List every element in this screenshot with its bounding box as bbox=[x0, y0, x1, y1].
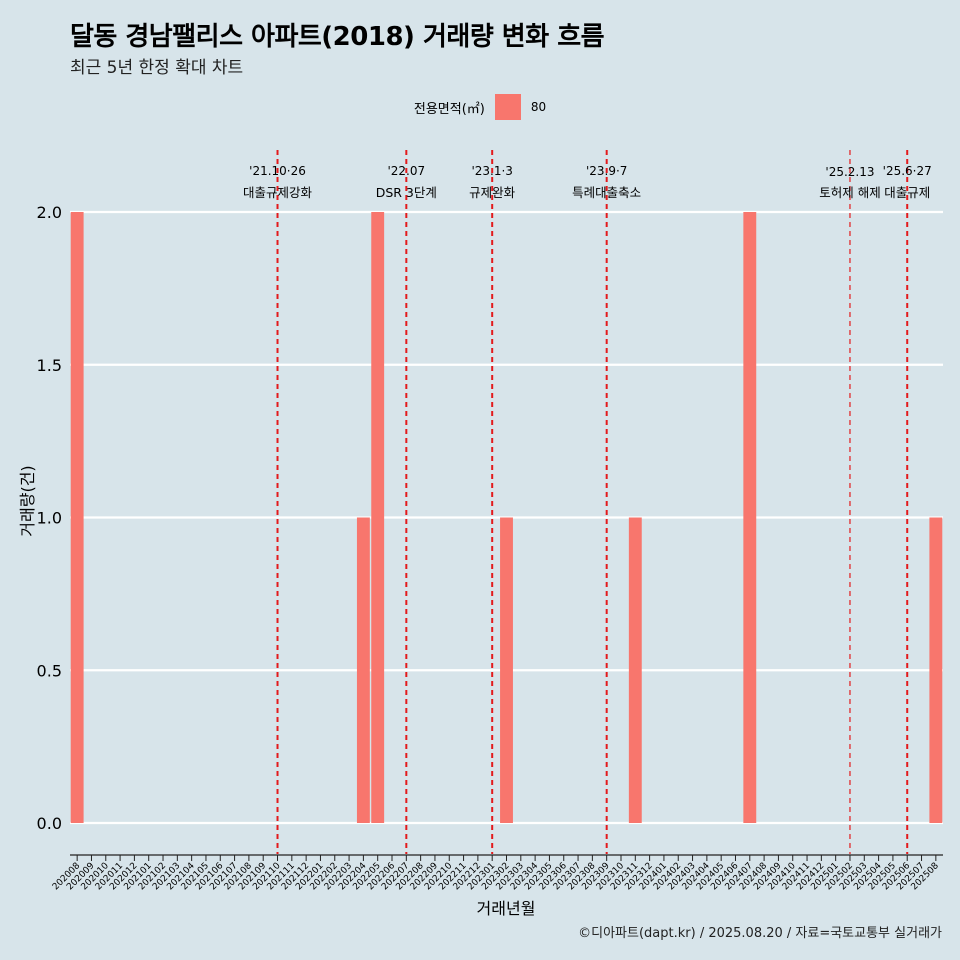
annotation-date: '23.9·7 bbox=[586, 164, 627, 178]
bar-202311 bbox=[628, 517, 642, 823]
y-tick-label: 2.0 bbox=[37, 203, 62, 222]
policy-lines bbox=[276, 150, 909, 854]
legend-label-80: 80 bbox=[530, 100, 547, 114]
source-caption: ©디아파트(dapt.kr) / 2025.08.20 / 자료=국토교통부 실… bbox=[578, 926, 942, 941]
y-tick-label: 0.5 bbox=[37, 661, 62, 680]
bar-202407 bbox=[743, 212, 757, 823]
annotation-date: '22.07 bbox=[387, 164, 425, 178]
y-axis-title: 거래량(건) bbox=[18, 465, 37, 536]
policy-annotations: '21.10·26 대출규제강화 '22.07 DSR 3단계 '23.1·3 규제완화 '… bbox=[243, 164, 932, 200]
bar-202008 bbox=[70, 212, 84, 823]
annotation-date: '25.6·27 bbox=[883, 164, 932, 178]
annotation-label: 토허제 해제 bbox=[819, 185, 880, 200]
x-axis-title: 거래년월 bbox=[477, 899, 536, 918]
legend: 전용면적(㎡) 80 bbox=[0, 92, 960, 122]
y-tick-label: 0.0 bbox=[37, 814, 62, 833]
bars bbox=[70, 212, 943, 823]
legend-key-80 bbox=[494, 94, 521, 120]
annotation-date: '21.10·26 bbox=[249, 164, 306, 178]
annotation-label: 특례대출축소 bbox=[572, 185, 641, 200]
annotation-date: '23.1·3 bbox=[471, 164, 512, 178]
annotation-date: '25.2.13 bbox=[825, 165, 874, 179]
chart-title: 달동 경남팰리스 아파트(2018) 거래량 변화 흐름 bbox=[70, 22, 605, 52]
chart-subtitle: 최근 5년 한정 확대 차트 bbox=[70, 58, 244, 78]
bar-202508 bbox=[929, 517, 943, 823]
y-tick-label: 1.5 bbox=[37, 356, 62, 375]
annotation-label: 규제완화 bbox=[469, 185, 516, 200]
annotation-label: 대출규제강화 bbox=[243, 185, 313, 200]
annotation-label: DSR 3단계 bbox=[376, 185, 437, 200]
annotation-label: 대출규제 bbox=[884, 185, 930, 200]
bar-202204 bbox=[356, 517, 370, 823]
y-tick-label: 1.0 bbox=[37, 509, 62, 528]
x-axis: 2020082020092020102020112020122021012021… bbox=[51, 854, 943, 892]
bar-202205 bbox=[371, 212, 385, 823]
bar-202302 bbox=[500, 517, 513, 823]
legend-title: 전용면적(㎡) bbox=[413, 101, 485, 117]
y-axis-ticks: 0.0 0.5 1.0 1.5 2.0 bbox=[37, 203, 62, 833]
